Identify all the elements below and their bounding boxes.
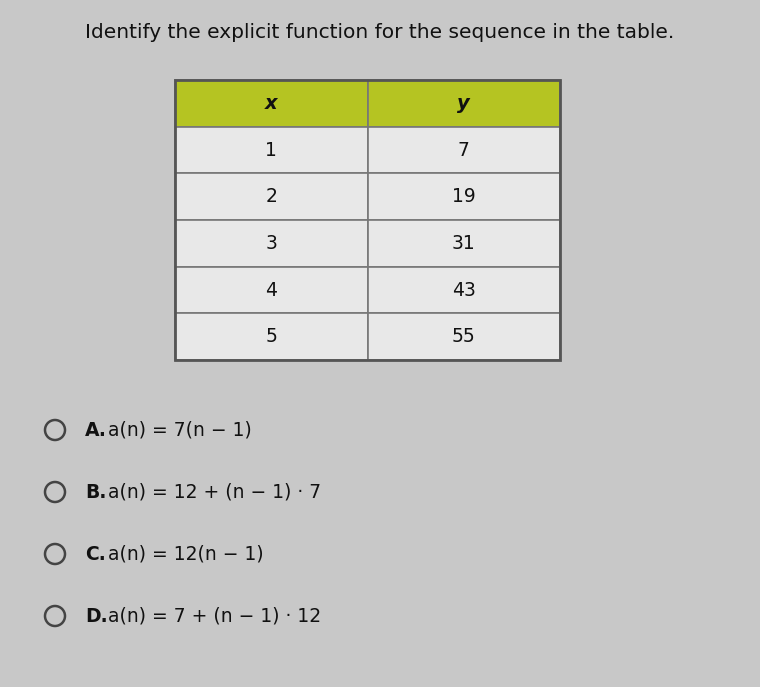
- Bar: [175, 173, 368, 220]
- Text: 5: 5: [265, 327, 277, 346]
- Text: 55: 55: [452, 327, 476, 346]
- Bar: [175, 313, 368, 360]
- Bar: [175, 220, 368, 267]
- Text: A.: A.: [85, 420, 107, 440]
- Bar: [175, 267, 368, 313]
- Text: 43: 43: [451, 280, 476, 300]
- Bar: [368, 80, 560, 126]
- Bar: [368, 126, 560, 173]
- Text: C.: C.: [85, 545, 106, 563]
- Bar: [368, 220, 560, 267]
- Text: x: x: [265, 94, 277, 113]
- Bar: [175, 80, 368, 126]
- Text: 4: 4: [265, 280, 277, 300]
- Text: a(n) = 7 + (n − 1) · 12: a(n) = 7 + (n − 1) · 12: [108, 607, 321, 625]
- Bar: [368, 313, 560, 360]
- Text: Identify the explicit function for the sequence in the table.: Identify the explicit function for the s…: [85, 23, 675, 41]
- Bar: [368, 173, 560, 220]
- Text: D.: D.: [85, 607, 108, 625]
- Text: y: y: [458, 94, 470, 113]
- Text: a(n) = 7(n − 1): a(n) = 7(n − 1): [108, 420, 252, 440]
- Bar: [175, 80, 560, 360]
- Text: a(n) = 12(n − 1): a(n) = 12(n − 1): [108, 545, 264, 563]
- Text: 3: 3: [265, 234, 277, 253]
- Text: a(n) = 12 + (n − 1) · 7: a(n) = 12 + (n − 1) · 7: [108, 482, 321, 502]
- Text: 7: 7: [458, 141, 470, 159]
- Text: 1: 1: [265, 141, 277, 159]
- Text: 31: 31: [452, 234, 476, 253]
- Text: 2: 2: [265, 187, 277, 206]
- Bar: [368, 267, 560, 313]
- Text: B.: B.: [85, 482, 106, 502]
- Text: 19: 19: [452, 187, 476, 206]
- Bar: [175, 126, 368, 173]
